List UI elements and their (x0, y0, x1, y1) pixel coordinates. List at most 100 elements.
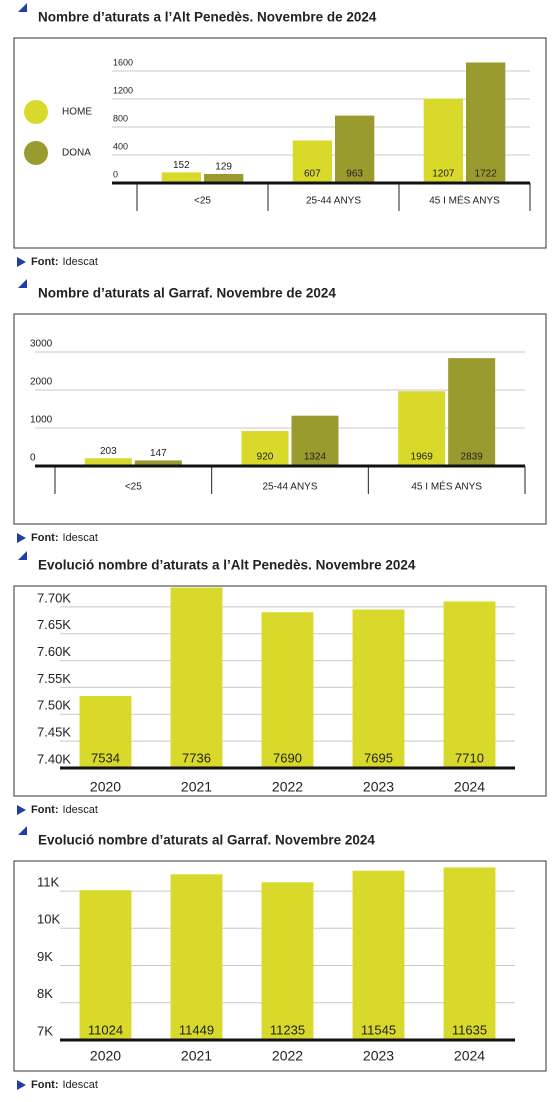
chart-frame (13, 37, 547, 249)
y-tick-label: 400 (113, 141, 128, 151)
y-tick-label: 1000 (30, 415, 53, 426)
x-tick-label: 2024 (454, 779, 485, 795)
chart-title: Evolució nombre d’aturats a l’Alt Penedè… (38, 558, 416, 573)
bar (79, 890, 132, 1040)
source: Font: Idescat (31, 532, 98, 544)
value-label: 1969 (411, 452, 434, 463)
bar (241, 431, 289, 466)
y-tick-label: 7K (37, 1023, 53, 1038)
source-label: Font: (31, 256, 58, 268)
source: Font: Idescat (31, 256, 98, 268)
source-label: Font: (31, 532, 58, 544)
source: Font: Idescat (31, 804, 98, 816)
legend-label: DONA (62, 148, 91, 159)
bar (170, 874, 223, 1040)
y-tick-label: 7.50K (37, 698, 71, 713)
x-tick-label: 2021 (181, 779, 212, 795)
value-label: 11545 (361, 1022, 396, 1037)
x-tick-label: 2021 (181, 1048, 212, 1064)
bar (261, 882, 314, 1040)
x-tick-label: 25-44 ANYS (306, 196, 361, 207)
bar (170, 587, 223, 768)
chart: Evolució nombre d’aturats a l’Alt Penedè… (13, 551, 547, 816)
y-tick-label: 7.40K (37, 751, 71, 766)
chart: Nombre d’aturats a l’Alt Penedès. Novemb… (13, 3, 547, 268)
y-tick-label: 9K (37, 949, 53, 964)
legend-swatch (24, 100, 48, 124)
bar (443, 601, 496, 768)
value-label: 920 (257, 452, 274, 463)
title-marker (18, 3, 27, 12)
bar (161, 172, 201, 183)
bar (352, 870, 405, 1040)
value-label: 152 (173, 160, 190, 171)
y-tick-label: 7.55K (37, 671, 71, 686)
bar (261, 612, 314, 768)
value-label: 11024 (88, 1022, 123, 1037)
source-marker (17, 533, 26, 543)
title-marker (18, 551, 27, 560)
y-tick-label: 1600 (113, 57, 133, 67)
legend-label: HOME (62, 107, 92, 118)
bar (134, 460, 182, 466)
y-tick-label: 3000 (30, 339, 53, 350)
x-tick-label: 25-44 ANYS (262, 482, 317, 493)
value-label: 2839 (461, 452, 484, 463)
value-label: 7534 (91, 750, 120, 765)
source: Font: Idescat (31, 1079, 98, 1091)
source-marker (17, 257, 26, 267)
x-tick-label: 45 I MÉS ANYS (429, 194, 500, 207)
x-tick-label: 45 I MÉS ANYS (411, 480, 482, 493)
y-tick-label: 2000 (30, 377, 53, 388)
value-label: 11235 (270, 1022, 305, 1037)
y-tick-label: 800 (113, 113, 128, 123)
value-label: 1722 (475, 169, 498, 180)
value-label: 7690 (273, 750, 302, 765)
source-name: Idescat (62, 804, 97, 816)
source-marker (17, 805, 26, 815)
legend-swatch (24, 141, 48, 165)
chart: Nombre d’aturats al Garraf. Novembre de … (13, 279, 547, 544)
y-tick-label: 0 (113, 169, 118, 179)
y-tick-label: 7.65K (37, 617, 71, 632)
y-tick-label: 7.45K (37, 725, 71, 740)
x-tick-label: 2023 (363, 1048, 394, 1064)
x-tick-label: 2024 (454, 1048, 485, 1064)
value-label: 203 (100, 446, 117, 457)
chart-title: Evolució nombre d’aturats al Garraf. Nov… (38, 833, 375, 848)
bar (204, 173, 244, 183)
bar (398, 391, 446, 466)
y-tick-label: 1200 (113, 85, 133, 95)
bar (84, 458, 132, 466)
x-tick-label: 2020 (90, 779, 121, 795)
bar (423, 98, 463, 183)
value-label: 147 (150, 448, 167, 459)
source-name: Idescat (62, 1079, 97, 1091)
bar (292, 140, 332, 183)
source-name: Idescat (62, 256, 97, 268)
x-tick-label: 2022 (272, 779, 303, 795)
y-tick-label: 10K (37, 912, 60, 927)
bar (352, 609, 405, 768)
title-marker (18, 826, 27, 835)
chart-title: Nombre d’aturats a l’Alt Penedès. Novemb… (38, 10, 377, 25)
source-name: Idescat (62, 532, 97, 544)
value-label: 7736 (182, 750, 211, 765)
bar (448, 358, 496, 466)
value-label: 963 (346, 169, 363, 180)
value-label: 607 (304, 169, 321, 180)
source-label: Font: (31, 804, 58, 816)
bar (466, 62, 506, 183)
value-label: 1324 (304, 452, 327, 463)
y-tick-label: 8K (37, 986, 53, 1001)
x-tick-label: <25 (194, 196, 211, 207)
y-tick-label: 7.60K (37, 644, 71, 659)
value-label: 7695 (364, 750, 393, 765)
source-label: Font: (31, 1079, 58, 1091)
source-marker (17, 1080, 26, 1090)
value-label: 7710 (455, 750, 484, 765)
bar (291, 415, 339, 466)
chart-frame (13, 860, 547, 1072)
